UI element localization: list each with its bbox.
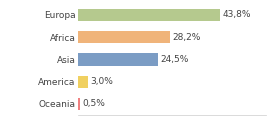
Text: 24,5%: 24,5% xyxy=(160,55,189,64)
Bar xyxy=(78,76,88,88)
Text: 28,2%: 28,2% xyxy=(172,33,200,42)
Bar xyxy=(78,9,220,21)
Text: 3,0%: 3,0% xyxy=(91,77,114,86)
Text: 43,8%: 43,8% xyxy=(223,10,251,19)
Bar xyxy=(78,53,158,66)
Text: 0,5%: 0,5% xyxy=(83,99,106,108)
Bar xyxy=(78,31,170,43)
Bar xyxy=(78,98,80,110)
